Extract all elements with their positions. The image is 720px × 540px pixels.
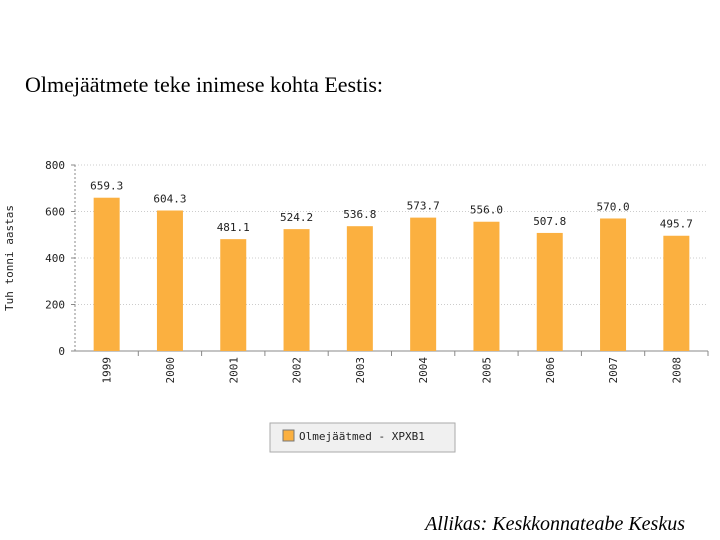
bar [220,239,247,351]
legend: Olmejäätmed - XPXB1 [269,422,456,453]
bar [156,210,183,351]
x-tick-label: 2005 [480,357,493,384]
x-tick-label: 2007 [607,357,620,384]
chart-title: Olmejäätmete teke inimese kohta Eestis: [25,72,383,97]
bar [346,226,373,351]
y-tick-label: 400 [45,252,65,265]
bar [410,217,437,351]
x-tick-label: 2000 [164,357,177,384]
bar [93,197,120,351]
value-label: 573.7 [407,200,440,213]
legend-box [269,422,456,453]
value-label: 524.2 [280,211,313,224]
x-tick-label: 2002 [291,357,304,384]
source: Allikas: Keskkonnateabe Keskus [423,513,685,535]
bar [536,232,563,351]
legend-swatch [282,429,295,442]
value-label: 507.8 [533,215,566,228]
bar [600,218,627,351]
bar [663,235,690,351]
y-tick-label: 0 [58,345,65,358]
y-tick-label: 200 [45,299,65,312]
y-tick-label: 800 [45,159,65,172]
y-axis-label: Tuh tonni aastas [3,205,16,311]
value-label: 481.1 [217,221,250,234]
x-tick-label: 2004 [417,357,430,384]
bar [473,221,500,351]
x-tick-label: 2001 [227,357,240,384]
x-tick-label: 2008 [670,357,683,384]
value-label: 536.8 [343,208,376,221]
value-label: 570.0 [596,200,629,213]
value-label: 659.3 [90,180,123,193]
y-tick-label: 600 [45,206,65,219]
value-label: 556.0 [470,204,503,217]
legend-label: Olmejäätmed - XPXB1 [299,430,425,443]
value-label: 495.7 [660,218,693,231]
x-tick-label: 1999 [101,357,114,384]
x-tick-label: 2006 [544,357,557,384]
x-tick-label: 2003 [354,357,367,384]
value-label: 604.3 [153,193,186,206]
bar [283,229,310,351]
